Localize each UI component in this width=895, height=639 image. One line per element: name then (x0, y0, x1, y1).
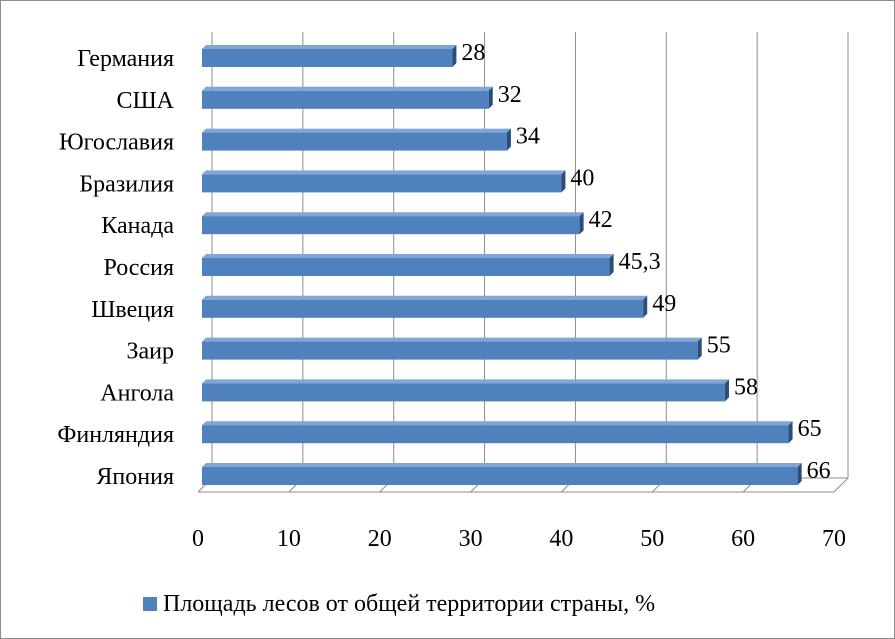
bar-side-face (561, 170, 566, 193)
category-label: Япония (96, 464, 174, 490)
category-label: США (116, 88, 174, 114)
bar-top-face (202, 45, 457, 49)
bar-side-face (579, 212, 584, 235)
bar-side-face (788, 421, 793, 444)
data-label: 42 (589, 207, 613, 233)
bar (202, 174, 562, 193)
x-tick-label: 10 (277, 526, 301, 552)
data-label: 55 (707, 333, 731, 359)
bar-top-face (202, 86, 493, 91)
bar-top-face (202, 379, 729, 384)
legend: Площадь лесов от общей территории страны… (143, 589, 655, 619)
x-tick-label: 50 (640, 526, 664, 552)
category-label: Россия (103, 255, 174, 281)
legend-label: Площадь лесов от общей территории страны… (163, 590, 656, 617)
bar-side-face (697, 337, 702, 360)
data-label: 58 (734, 374, 758, 400)
bar-top-face (202, 463, 802, 467)
bar-side-face (609, 254, 614, 276)
bar (202, 258, 610, 276)
bar-side-face (643, 295, 648, 318)
bar (202, 341, 698, 360)
x-tick-label: 70 (822, 526, 846, 552)
bar-side-face (797, 463, 802, 485)
x-tick-label: 40 (549, 526, 573, 552)
bar-top-face (202, 337, 702, 342)
bar-top-face (202, 128, 511, 133)
category-label: Бразилия (79, 171, 174, 197)
bar-top-face (202, 254, 614, 258)
data-label: 66 (807, 458, 831, 484)
bar-side-face (452, 45, 457, 67)
category-label: Германия (77, 46, 174, 72)
category-label: Финляндия (57, 422, 174, 448)
data-label: 32 (498, 82, 522, 108)
bar-side-face (724, 379, 729, 402)
data-label: 49 (652, 291, 676, 317)
x-tick-label: 30 (459, 526, 483, 552)
floor-gridline (833, 477, 849, 493)
bar-top-face (202, 170, 566, 175)
bar-top-face (202, 421, 793, 426)
bar (202, 425, 789, 444)
bar (202, 467, 798, 485)
bar (202, 49, 453, 67)
x-tick-label: 0 (192, 526, 204, 552)
bar-side-face (488, 86, 493, 109)
data-label: 28 (461, 40, 485, 66)
bar-top-face (202, 212, 584, 217)
category-label: Канада (101, 213, 174, 239)
x-tick-label: 20 (368, 526, 392, 552)
bar-top-face (202, 295, 648, 300)
x-tick-label: 60 (731, 526, 755, 552)
bar (202, 90, 489, 109)
legend-swatch (143, 597, 157, 611)
category-label: Югославия (59, 130, 174, 156)
data-label: 65 (798, 416, 822, 442)
category-label: Заир (126, 339, 174, 365)
data-label: 40 (570, 165, 594, 191)
bar (202, 299, 644, 318)
bar-side-face (506, 128, 511, 151)
bar (202, 383, 725, 402)
data-label: 45,3 (619, 249, 661, 275)
bar (202, 132, 507, 151)
bar (202, 216, 580, 235)
data-label: 34 (516, 124, 540, 150)
category-label: Швеция (91, 297, 174, 323)
category-label: Ангола (100, 380, 174, 406)
